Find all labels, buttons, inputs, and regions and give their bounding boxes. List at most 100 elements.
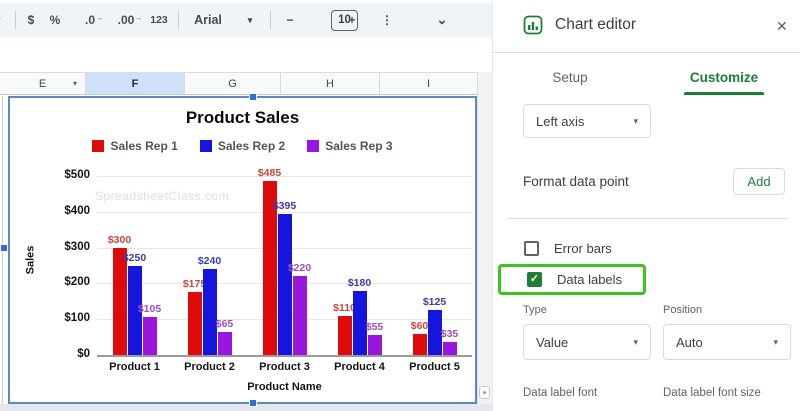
increase-font-size-button[interactable]: + [348,13,356,27]
bar[interactable] [412,333,427,355]
toolbar-menu-caret-icon[interactable]: ▾ [0,6,6,34]
column-header-g[interactable]: G [185,73,281,94]
bar[interactable] [217,331,232,355]
data-label-font-caption: Data label font [523,387,598,399]
bar[interactable] [337,315,352,355]
legend-swatch-icon [199,140,212,152]
y-tick-label: $200 [64,276,90,289]
font-size-input[interactable]: 10 [331,10,358,31]
y-tick-label: $500 [64,169,90,181]
bar[interactable] [427,310,442,355]
y-tick-label: $300 [64,240,90,253]
data-label-position-select[interactable]: Auto ▾ [663,324,791,360]
column-header-f[interactable]: F [86,73,185,94]
gridline [97,176,472,177]
embedded-chart[interactable]: Product Sales Sales Rep 1 Sales Rep 2 Sale… [8,96,477,404]
chart-resize-handle-top[interactable] [249,93,257,101]
bar-value-label: $55 [365,321,384,334]
error-bars-label: Error bars [554,241,612,256]
bar[interactable] [352,290,367,355]
vertical-scrollbar-thumb[interactable] [479,386,490,399]
decrease-decimal-arrow-icon: ← [97,15,104,22]
x-category-label: Product 5 [409,361,460,373]
bar[interactable] [112,247,127,355]
bar-value-label: $35 [440,328,459,341]
chart-editor-panel: Chart editor ✕ Setup Customize Left axis… [492,0,800,411]
legend-label: Sales Rep 2 [217,139,286,153]
format-data-point-label: Format data point [523,174,629,189]
bar[interactable] [292,276,307,355]
column-dropdown-caret-icon[interactable]: ▾ [72,79,77,88]
bar[interactable] [277,213,292,355]
chevron-down-icon: ▾ [633,336,638,347]
data-labels-checkbox[interactable]: ✓ [527,272,542,287]
x-category-label: Product 3 [259,361,310,373]
column-header-row: E ▾ F G H I [0,72,477,95]
x-category-label: Product 4 [334,361,385,373]
decrease-decimal-button[interactable]: .0 ← [78,6,104,34]
currency-format-button[interactable]: $ [27,13,35,27]
font-name-select[interactable]: Arial [194,13,222,27]
legend-swatch-icon [92,140,105,152]
chart-resize-handle-bottom[interactable] [249,399,257,407]
bar-value-label: $60 [410,319,429,332]
chart-editor-icon [523,15,543,35]
increase-decimal-button[interactable]: .00 → [112,6,142,34]
x-axis-title: Product Name [247,381,322,393]
legend-label: Sales Rep 3 [325,139,393,153]
bar[interactable] [262,181,277,355]
legend-item[interactable]: Sales Rep 2 [199,139,286,153]
increase-decimal-arrow-icon: → [135,15,142,22]
bar-value-label: $110 [333,301,356,314]
bar-value-label: $65 [215,317,234,330]
gridline [97,211,472,213]
bar[interactable] [367,335,382,355]
formatting-toolbar: ▾ $ % .0← .00→ 123 Arial ▾ − 10 + ⋮ ⌄ [0,3,505,37]
chart-legend: Sales Rep 1 Sales Rep 2 Sales Rep 3 [10,139,475,153]
close-panel-icon[interactable]: ✕ [776,18,788,34]
bar-value-label: $300 [107,233,132,246]
bar-value-label: $125 [422,296,447,309]
data-label-font-size-caption: Data label font size [663,387,761,399]
bar[interactable] [187,292,202,355]
axis-select[interactable]: Left axis ▾ [523,104,651,138]
y-tick-label: $400 [64,204,90,217]
chevron-down-icon: ▾ [773,336,778,347]
more-toolbar-options-icon[interactable]: ⋮ [381,13,393,27]
add-data-point-button[interactable]: Add [733,168,785,195]
tab-setup[interactable]: Setup [552,70,588,85]
bar-value-label: $180 [347,276,372,289]
chart-resize-handle-left[interactable] [0,244,8,252]
type-caption: Type [523,304,547,316]
percent-format-button[interactable]: % [49,13,61,27]
tab-customize[interactable]: Customize [647,62,800,95]
error-bars-checkbox[interactable]: ✓ [524,241,539,256]
bar[interactable] [202,269,217,355]
legend-item[interactable]: Sales Rep 3 [307,139,393,153]
data-label-type-select[interactable]: Value ▾ [523,324,651,360]
toolbar-divider [270,11,271,29]
panel-divider [507,218,787,219]
position-caption: Position [663,304,703,316]
bar[interactable] [142,317,157,355]
collapse-toolbar-icon[interactable]: ⌄ [436,12,448,27]
column-header-h[interactable]: H [281,73,380,94]
more-number-formats-button[interactable]: 123 [150,14,168,26]
horizontal-scrollbar[interactable] [0,404,492,411]
data-labels-label: Data labels [557,272,623,287]
bar[interactable] [127,265,142,355]
y-tick-label: $0 [77,348,90,360]
vertical-scrollbar[interactable] [477,72,492,404]
legend-item[interactable]: Sales Rep 1 [92,139,178,153]
decrease-font-size-button[interactable]: − [286,13,294,27]
font-name-caret-icon[interactable]: ▾ [247,15,253,25]
bar-value-label: $175 [182,278,207,291]
column-header-e[interactable]: E ▾ [0,73,86,94]
panel-header: Chart editor [523,15,636,35]
panel-title: Chart editor [555,16,636,33]
toolbar-divider [178,11,179,29]
column-header-i[interactable]: I [426,77,431,90]
y-tick-label: $100 [64,312,90,325]
bar[interactable] [442,342,457,355]
panel-divider [493,52,800,53]
